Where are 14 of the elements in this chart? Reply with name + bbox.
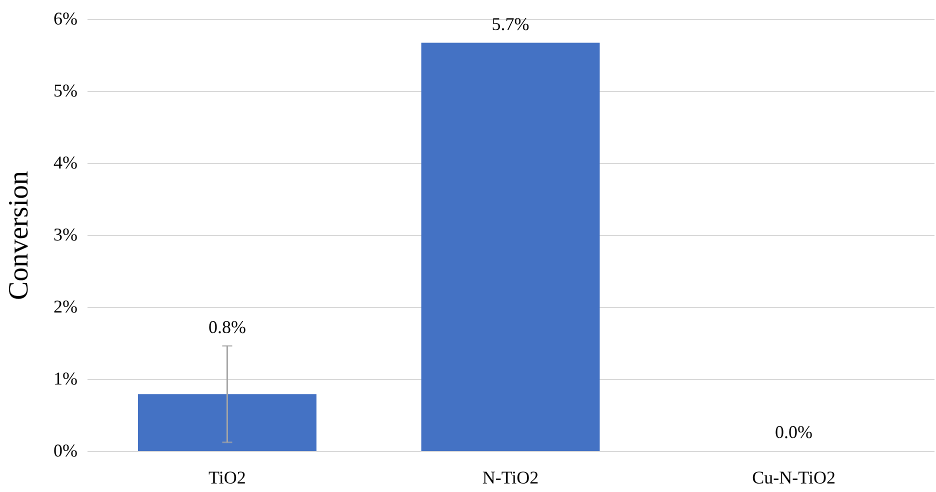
y-tick-label: 2% — [54, 296, 78, 316]
y-axis-title: Conversion — [4, 170, 35, 300]
x-tick-label: Cu-N-TiO2 — [752, 468, 836, 488]
x-tick-label: N-TiO2 — [482, 468, 539, 488]
y-tick-label: 3% — [54, 224, 78, 244]
y-tick-label: 1% — [54, 368, 78, 388]
y-tick-label: 4% — [54, 152, 78, 172]
y-tick-label: 0% — [54, 440, 78, 460]
data-label: 5.7% — [492, 14, 530, 34]
data-label: 0.8% — [208, 316, 246, 337]
y-tick-label: 5% — [54, 80, 78, 100]
y-tick-label: 6% — [54, 8, 78, 28]
data-label: 0.0% — [775, 422, 813, 442]
x-tick-label: TiO2 — [208, 468, 246, 488]
